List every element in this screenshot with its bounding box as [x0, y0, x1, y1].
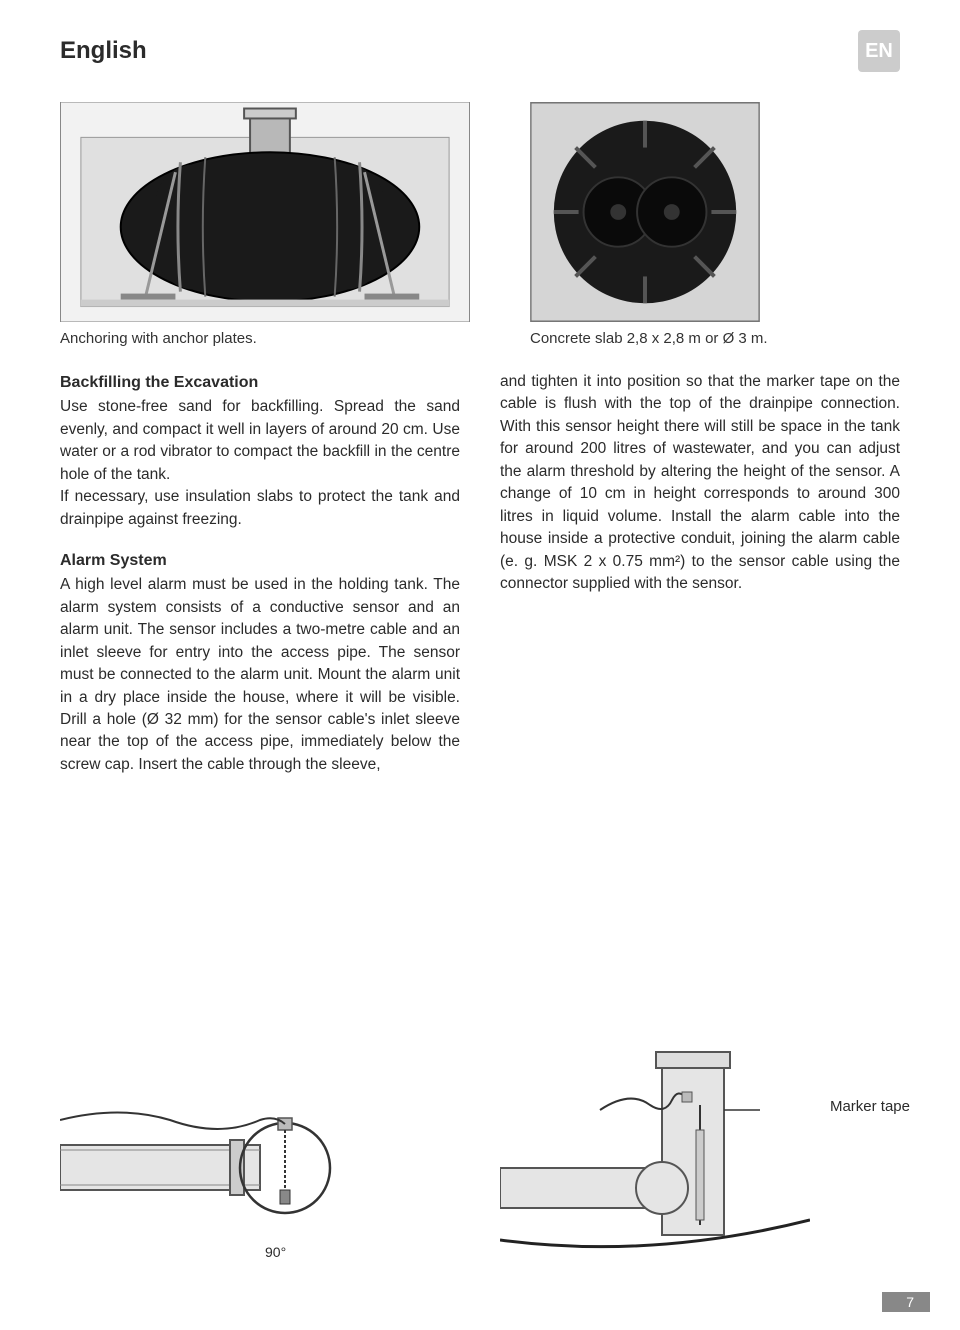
- figure-marker-tape: Marker tape: [500, 1050, 900, 1270]
- section-heading-backfill: Backfilling the Excavation: [60, 371, 460, 394]
- tank-bottom-illustration: [530, 102, 760, 322]
- body-columns: Backfilling the Excavation Use stone-fre…: [60, 371, 900, 776]
- page-title: English: [60, 37, 147, 65]
- section-heading-alarm: Alarm System: [60, 549, 460, 572]
- body-text: Use stone-free sand for backfilling. Spr…: [60, 396, 460, 531]
- figure-slab: Concrete slab 2,8 x 2,8 m or Ø 3 m.: [530, 102, 768, 347]
- page-number: 7: [882, 1292, 930, 1312]
- body-text: A high level alarm must be used in the h…: [60, 574, 460, 776]
- figure-caption: Concrete slab 2,8 x 2,8 m or Ø 3 m.: [530, 330, 768, 347]
- column-right: and tighten it into position so that the…: [500, 371, 900, 776]
- language-badge: EN: [858, 30, 900, 72]
- tank-side-illustration: [60, 102, 470, 322]
- figure-caption: Anchoring with anchor plates.: [60, 330, 257, 347]
- figure-anchoring: Anchoring with anchor plates.: [60, 102, 470, 347]
- body-text: and tighten it into position so that the…: [500, 371, 900, 596]
- marker-tape-label: Marker tape: [830, 1098, 910, 1115]
- figure-row-bottom: 90° Marker tape: [0, 1050, 960, 1270]
- figure-row-top: Anchoring with anchor plates.: [60, 102, 900, 347]
- figure-sensor-pipe: 90°: [60, 1050, 460, 1270]
- angle-label: 90°: [265, 1244, 286, 1260]
- column-left: Backfilling the Excavation Use stone-fre…: [60, 371, 460, 776]
